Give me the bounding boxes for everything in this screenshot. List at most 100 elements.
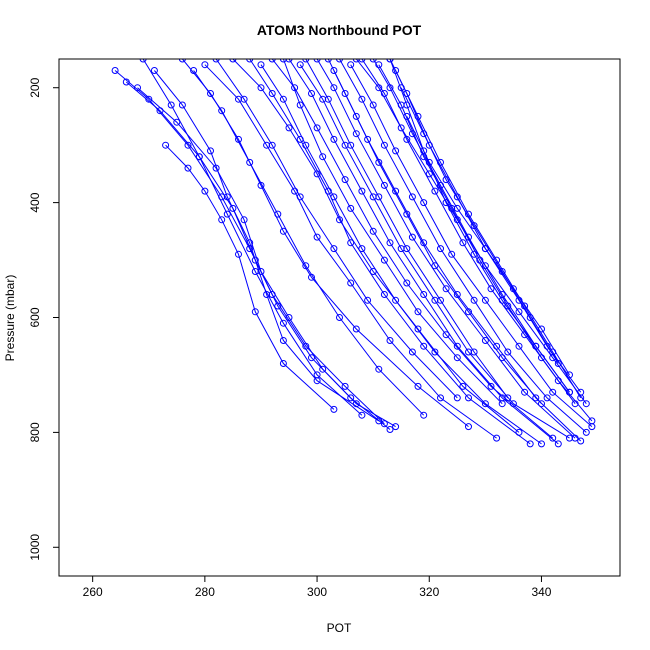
- profile-line-4: [154, 70, 380, 422]
- data-point: [375, 417, 383, 425]
- profile-line-3: [137, 87, 396, 428]
- data-point: [549, 388, 557, 396]
- data-point: [431, 187, 439, 195]
- data-point: [538, 440, 545, 448]
- data-point: [319, 153, 327, 161]
- data-point: [319, 365, 327, 373]
- data-point: [481, 296, 489, 304]
- data-point: [190, 67, 198, 74]
- data-point: [341, 90, 349, 97]
- data-point: [538, 325, 545, 333]
- y-tick-label: 1000: [28, 534, 42, 561]
- plot-frame: [58, 58, 621, 577]
- profile-series-8: [229, 59, 523, 436]
- data-point: [509, 400, 517, 408]
- data-point: [178, 101, 186, 109]
- profile-series-17: [347, 61, 596, 431]
- data-point: [251, 308, 259, 316]
- data-point: [487, 382, 495, 390]
- x-tick-label: 300: [307, 585, 327, 599]
- data-point: [380, 256, 388, 264]
- data-point: [313, 371, 321, 379]
- data-point: [279, 227, 287, 235]
- data-point: [308, 90, 315, 97]
- data-point: [201, 61, 209, 69]
- x-tick-label: 280: [195, 585, 215, 599]
- data-point: [218, 107, 226, 115]
- data-point: [453, 354, 461, 362]
- profile-line-17: [350, 64, 593, 427]
- data-point: [414, 382, 422, 390]
- data-point: [425, 170, 433, 178]
- data-point: [285, 124, 293, 132]
- data-point: [437, 296, 444, 304]
- data-point: [212, 59, 220, 63]
- data-point: [167, 101, 175, 109]
- data-point: [420, 147, 428, 155]
- data-point: [470, 250, 478, 258]
- data-point: [296, 193, 304, 201]
- data-point: [207, 90, 214, 97]
- profile-line-16: [339, 59, 587, 433]
- data-point: [425, 158, 433, 166]
- data-point: [251, 256, 259, 264]
- profile-series-25: [403, 112, 573, 379]
- data-point: [532, 394, 540, 402]
- data-point: [465, 308, 472, 316]
- data-point: [403, 245, 411, 253]
- data-point: [577, 437, 585, 445]
- data-point: [330, 193, 338, 201]
- data-point: [358, 95, 366, 103]
- data-point: [481, 245, 489, 253]
- profile-line-28: [215, 59, 458, 399]
- data-point: [397, 124, 405, 132]
- profile-series-31: [330, 67, 545, 408]
- data-point: [403, 210, 411, 218]
- data-point: [459, 382, 467, 390]
- data-point: [352, 112, 360, 120]
- data-point: [380, 291, 388, 298]
- data-point: [375, 61, 383, 69]
- data-point: [470, 348, 478, 356]
- data-point: [588, 417, 596, 425]
- data-point: [465, 423, 472, 431]
- data-point: [274, 210, 282, 218]
- data-point: [246, 59, 254, 63]
- data-point: [420, 411, 428, 419]
- profile-line-9: [249, 59, 531, 445]
- data-point: [453, 291, 461, 298]
- data-point: [369, 101, 377, 109]
- data-point: [515, 342, 523, 350]
- data-point: [380, 420, 388, 428]
- data-point: [229, 59, 237, 63]
- data-point: [493, 434, 501, 442]
- data-point: [184, 141, 192, 149]
- data-point: [403, 101, 411, 109]
- data-point: [336, 314, 343, 321]
- profile-line-19: [372, 59, 570, 393]
- data-point: [577, 394, 585, 402]
- data-point: [498, 268, 506, 275]
- data-point: [549, 354, 557, 362]
- data-point: [408, 193, 416, 201]
- data-point: [223, 193, 231, 201]
- data-point: [184, 164, 192, 172]
- profile-line-5: [165, 144, 335, 410]
- data-point: [521, 388, 529, 396]
- data-point: [173, 118, 181, 126]
- chart-title: ATOM3 Northbound POT: [257, 22, 422, 38]
- data-point: [324, 59, 332, 63]
- data-point: [392, 423, 400, 431]
- data-point: [515, 308, 523, 316]
- data-point: [437, 245, 444, 253]
- profile-series-30: [139, 59, 366, 419]
- data-point: [251, 268, 259, 275]
- data-point: [235, 250, 242, 258]
- data-point: [347, 279, 355, 287]
- data-point: [442, 176, 450, 184]
- data-point: [571, 400, 579, 408]
- data-point: [453, 394, 461, 402]
- data-point: [380, 181, 388, 189]
